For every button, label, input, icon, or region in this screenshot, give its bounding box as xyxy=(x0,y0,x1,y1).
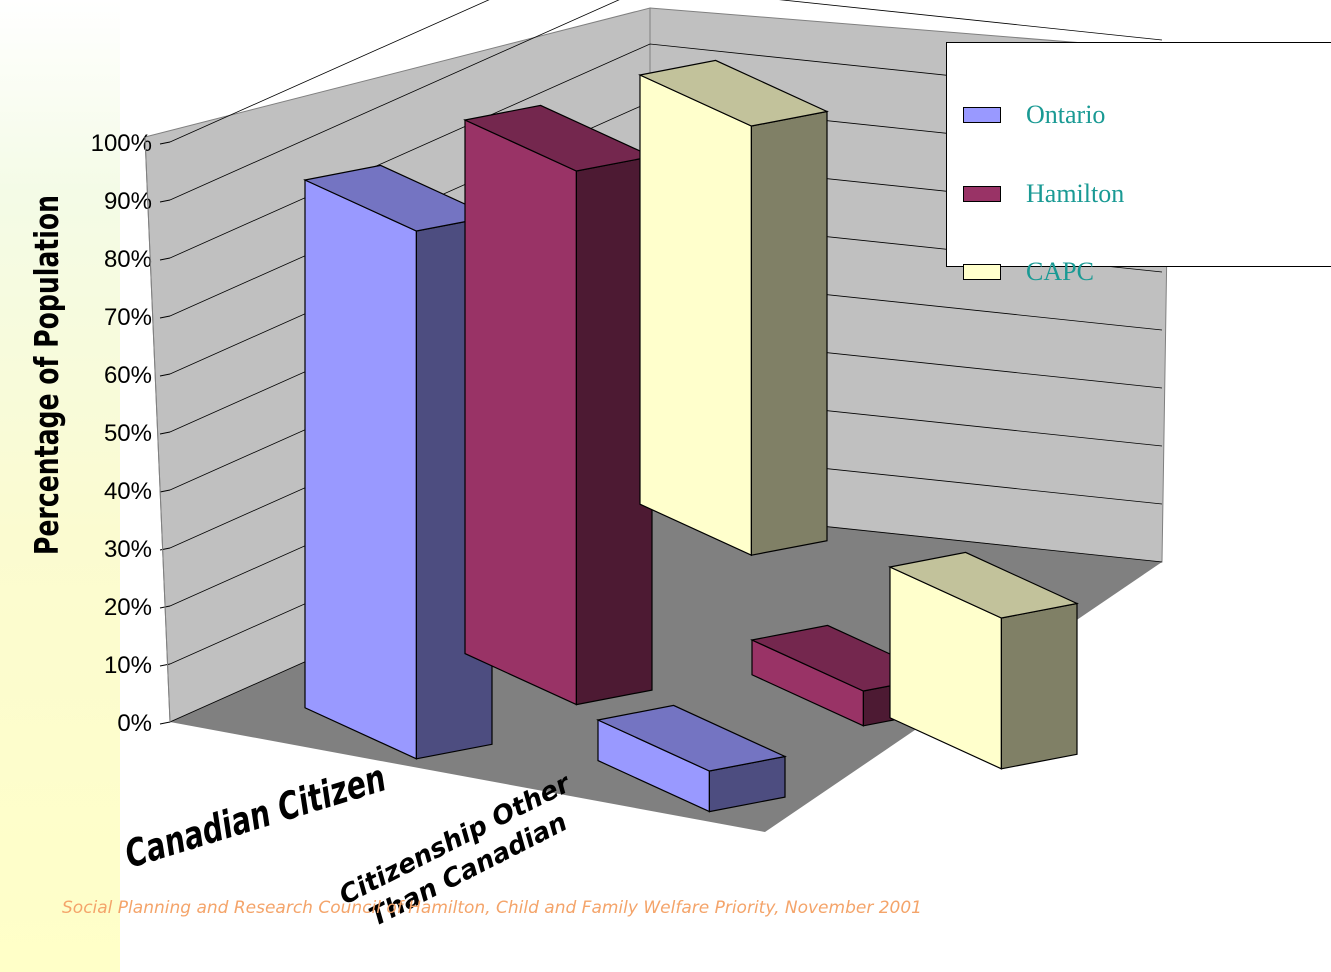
bar-top-face xyxy=(596,704,787,772)
y-tick-mark xyxy=(159,489,171,493)
legend-item-ontario: Ontario xyxy=(963,100,1105,130)
y-tick-label: 100% xyxy=(91,130,152,157)
y-tick-label: 70% xyxy=(104,304,152,331)
y-axis-ticks: 0% 10% 20% 30% 40% 50% 60% 70% 80% 90% 100% xyxy=(91,130,171,737)
legend-item-capc: CAPC xyxy=(963,257,1094,287)
y-tick-label: 10% xyxy=(104,652,152,679)
gridline xyxy=(169,0,490,143)
bar-front-face xyxy=(464,119,578,706)
bar-front-face xyxy=(304,179,417,760)
y-tick-label: 40% xyxy=(104,478,152,505)
y-tick-label: 60% xyxy=(104,362,152,389)
bar-side-face xyxy=(1000,602,1078,770)
x-category-label-canadian-citizen: Canadian Citizen xyxy=(120,756,391,877)
chart-bars xyxy=(303,59,1079,813)
y-tick-mark xyxy=(159,141,171,145)
bar-hamilton-0 xyxy=(463,104,654,706)
background-gradient-strip xyxy=(0,0,120,972)
bar-side-face xyxy=(750,110,828,556)
bar-top-face xyxy=(888,551,1079,619)
bar-front-face xyxy=(639,74,753,557)
legend-label-ontario: Ontario xyxy=(1026,100,1106,129)
chart-legend: Ontario Hamilton CAPC xyxy=(946,42,1331,286)
legend-swatch-capc xyxy=(963,264,1001,280)
y-axis-label: Percentage of Population xyxy=(27,195,66,555)
y-tick-label: 30% xyxy=(104,536,152,563)
bar-capc-1 xyxy=(888,551,1079,770)
y-tick-mark xyxy=(159,257,171,261)
y-tick-mark xyxy=(159,315,171,319)
bar-capc-0 xyxy=(638,59,829,557)
y-tick-mark xyxy=(159,199,171,203)
y-tick-label: 80% xyxy=(104,246,152,273)
legend-label-capc: CAPC xyxy=(1026,257,1094,286)
legend-label-hamilton: Hamilton xyxy=(1026,179,1125,208)
y-tick-label: 0% xyxy=(117,710,152,737)
legend-swatch-ontario xyxy=(963,107,1001,123)
y-tick-label: 20% xyxy=(104,594,152,621)
gridline xyxy=(169,0,1163,201)
bar-top-face xyxy=(638,59,829,127)
y-tick-mark xyxy=(159,721,171,725)
y-tick-label: 50% xyxy=(104,420,152,447)
y-tick-label: 90% xyxy=(104,188,152,215)
y-tick-mark xyxy=(159,373,171,377)
legend-swatch-hamilton xyxy=(963,186,1001,202)
y-axis-line xyxy=(144,136,171,723)
legend-item-hamilton: Hamilton xyxy=(963,179,1124,209)
bar-ontario-0 xyxy=(303,164,494,760)
source-note: Social Planning and Research Council of … xyxy=(62,898,922,918)
bar-ontario-1 xyxy=(596,704,787,813)
y-tick-mark xyxy=(159,547,171,551)
y-tick-mark xyxy=(159,431,171,435)
y-tick-mark xyxy=(159,663,171,667)
